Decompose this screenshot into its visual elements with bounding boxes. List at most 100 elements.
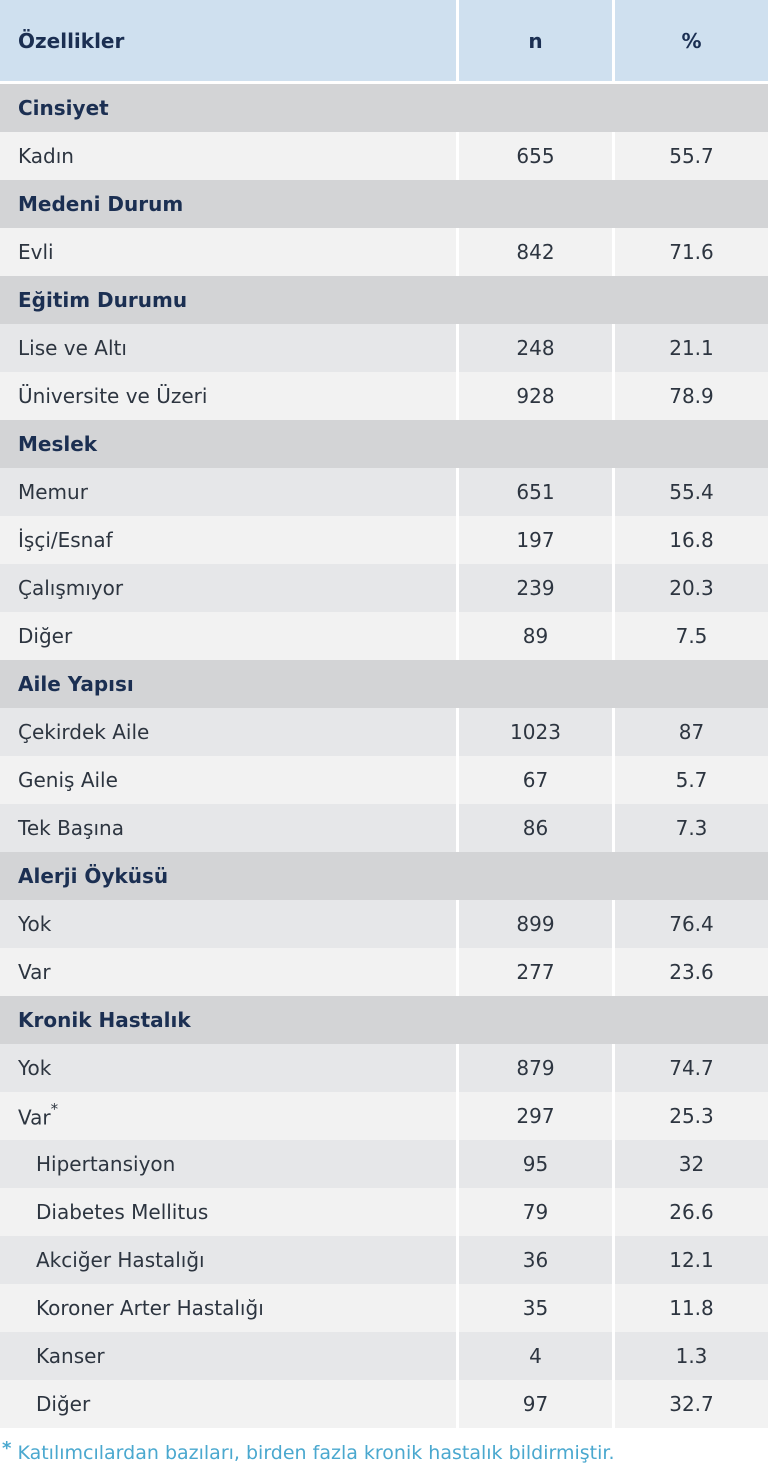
table-header-row: Özellikler n % bbox=[0, 0, 768, 84]
row-percent: 16.8 bbox=[612, 516, 768, 564]
group-label: Cinsiyet bbox=[0, 84, 768, 132]
row-label: Tek Başına bbox=[0, 804, 456, 852]
table-footnote: * Katılımcılardan bazıları, birden fazla… bbox=[0, 1438, 768, 1464]
table-row: Diğer 97 32.7 bbox=[0, 1380, 768, 1428]
row-percent: 71.6 bbox=[612, 228, 768, 276]
row-percent: 32.7 bbox=[612, 1380, 768, 1428]
row-label: İşçi/Esnaf bbox=[0, 516, 456, 564]
row-percent: 7.5 bbox=[612, 612, 768, 660]
table-row: Yok 899 76.4 bbox=[0, 900, 768, 948]
row-n: 1023 bbox=[456, 708, 612, 756]
row-percent: 11.8 bbox=[612, 1284, 768, 1332]
row-label-with-footnote: Var* bbox=[0, 1092, 456, 1140]
table-row: Üniversite ve Üzeri 928 78.9 bbox=[0, 372, 768, 420]
group-label: Meslek bbox=[0, 420, 768, 468]
row-n: 79 bbox=[456, 1188, 612, 1236]
table-row: Kadın 655 55.7 bbox=[0, 132, 768, 180]
footnote-marker: * bbox=[50, 1099, 59, 1118]
row-percent: 7.3 bbox=[612, 804, 768, 852]
row-percent: 12.1 bbox=[612, 1236, 768, 1284]
row-label: Yok bbox=[0, 1044, 456, 1092]
group-label: Aile Yapısı bbox=[0, 660, 768, 708]
row-label: Yok bbox=[0, 900, 456, 948]
row-label: Akciğer Hastalığı bbox=[0, 1236, 456, 1284]
group-row-cinsiyet: Cinsiyet bbox=[0, 84, 768, 132]
table-row: Yok 879 74.7 bbox=[0, 1044, 768, 1092]
row-label: Çekirdek Aile bbox=[0, 708, 456, 756]
table-row: Var* 297 25.3 bbox=[0, 1092, 768, 1140]
row-label: Memur bbox=[0, 468, 456, 516]
row-label: Kanser bbox=[0, 1332, 456, 1380]
row-percent: 78.9 bbox=[612, 372, 768, 420]
row-label: Koroner Arter Hastalığı bbox=[0, 1284, 456, 1332]
row-label: Var bbox=[0, 948, 456, 996]
table-row: Tek Başına 86 7.3 bbox=[0, 804, 768, 852]
row-label: Üniversite ve Üzeri bbox=[0, 372, 456, 420]
row-percent: 5.7 bbox=[612, 756, 768, 804]
group-label: Medeni Durum bbox=[0, 180, 768, 228]
row-n: 35 bbox=[456, 1284, 612, 1332]
row-percent: 25.3 bbox=[612, 1092, 768, 1140]
row-percent: 20.3 bbox=[612, 564, 768, 612]
row-percent: 74.7 bbox=[612, 1044, 768, 1092]
row-label: Hipertansiyon bbox=[0, 1140, 456, 1188]
group-row-meslek: Meslek bbox=[0, 420, 768, 468]
group-row-medeni-durum: Medeni Durum bbox=[0, 180, 768, 228]
group-row-alerji-oykusu: Alerji Öyküsü bbox=[0, 852, 768, 900]
row-percent: 1.3 bbox=[612, 1332, 768, 1380]
table-row: Koroner Arter Hastalığı 35 11.8 bbox=[0, 1284, 768, 1332]
row-label: Geniş Aile bbox=[0, 756, 456, 804]
row-n: 651 bbox=[456, 468, 612, 516]
table-row: Kanser 4 1.3 bbox=[0, 1332, 768, 1380]
row-percent: 21.1 bbox=[612, 324, 768, 372]
row-n: 297 bbox=[456, 1092, 612, 1140]
table-row: Diğer 89 7.5 bbox=[0, 612, 768, 660]
row-label: Diğer bbox=[0, 612, 456, 660]
table-row: Diabetes Mellitus 79 26.6 bbox=[0, 1188, 768, 1236]
row-label: Çalışmıyor bbox=[0, 564, 456, 612]
row-percent: 23.6 bbox=[612, 948, 768, 996]
table-row: Hipertansiyon 95 32 bbox=[0, 1140, 768, 1188]
row-percent: 55.4 bbox=[612, 468, 768, 516]
row-n: 197 bbox=[456, 516, 612, 564]
row-percent: 55.7 bbox=[612, 132, 768, 180]
row-n: 67 bbox=[456, 756, 612, 804]
table-row: Lise ve Altı 248 21.1 bbox=[0, 324, 768, 372]
row-percent: 32 bbox=[612, 1140, 768, 1188]
row-n: 4 bbox=[456, 1332, 612, 1380]
row-percent: 87 bbox=[612, 708, 768, 756]
row-n: 36 bbox=[456, 1236, 612, 1284]
table-row: Var 277 23.6 bbox=[0, 948, 768, 996]
table-row: Çalışmıyor 239 20.3 bbox=[0, 564, 768, 612]
group-row-egitim-durumu: Eğitim Durumu bbox=[0, 276, 768, 324]
group-label: Eğitim Durumu bbox=[0, 276, 768, 324]
row-n: 928 bbox=[456, 372, 612, 420]
row-n: 97 bbox=[456, 1380, 612, 1428]
row-label: Evli bbox=[0, 228, 456, 276]
header-n: n bbox=[456, 0, 612, 84]
group-label: Alerji Öyküsü bbox=[0, 852, 768, 900]
table-row: Akciğer Hastalığı 36 12.1 bbox=[0, 1236, 768, 1284]
row-label: Lise ve Altı bbox=[0, 324, 456, 372]
group-label: Kronik Hastalık bbox=[0, 996, 768, 1044]
row-n: 842 bbox=[456, 228, 612, 276]
table-row: Evli 842 71.6 bbox=[0, 228, 768, 276]
table-row: İşçi/Esnaf 197 16.8 bbox=[0, 516, 768, 564]
group-row-aile-yapisi: Aile Yapısı bbox=[0, 660, 768, 708]
header-features: Özellikler bbox=[0, 0, 456, 84]
row-label: Diabetes Mellitus bbox=[0, 1188, 456, 1236]
row-n: 89 bbox=[456, 612, 612, 660]
row-percent: 26.6 bbox=[612, 1188, 768, 1236]
row-n: 879 bbox=[456, 1044, 612, 1092]
table-row: Geniş Aile 67 5.7 bbox=[0, 756, 768, 804]
group-row-kronik-hastalik: Kronik Hastalık bbox=[0, 996, 768, 1044]
row-n: 248 bbox=[456, 324, 612, 372]
row-label: Kadın bbox=[0, 132, 456, 180]
row-n: 277 bbox=[456, 948, 612, 996]
row-n: 239 bbox=[456, 564, 612, 612]
row-n: 655 bbox=[456, 132, 612, 180]
row-percent: 76.4 bbox=[612, 900, 768, 948]
row-label: Diğer bbox=[0, 1380, 456, 1428]
header-percent: % bbox=[612, 0, 768, 84]
footnote-text: Katılımcılardan bazıları, birden fazla k… bbox=[17, 1442, 615, 1464]
